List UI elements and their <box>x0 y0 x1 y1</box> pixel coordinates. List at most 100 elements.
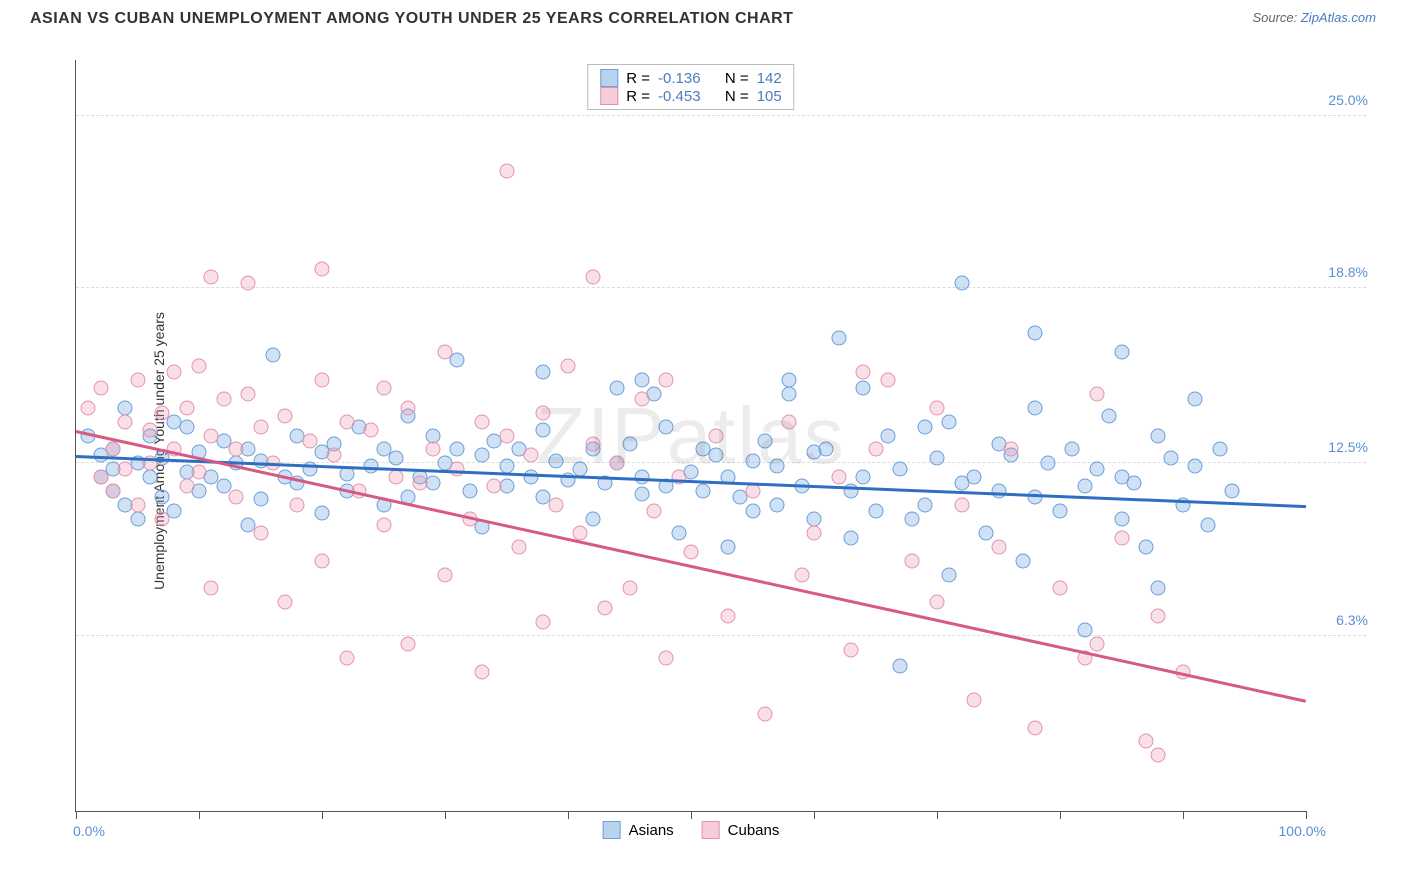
scatter-point-cubans <box>278 409 293 424</box>
scatter-point-cubans <box>524 447 539 462</box>
scatter-point-asians <box>819 442 834 457</box>
scatter-point-asians <box>942 567 957 582</box>
scatter-point-cubans <box>1114 531 1129 546</box>
scatter-point-asians <box>315 506 330 521</box>
source-prefix: Source: <box>1252 10 1300 25</box>
scatter-point-cubans <box>339 414 354 429</box>
x-tick <box>199 811 200 819</box>
scatter-point-cubans <box>585 269 600 284</box>
scatter-point-cubans <box>192 464 207 479</box>
scatter-point-cubans <box>204 428 219 443</box>
scatter-point-cubans <box>339 651 354 666</box>
scatter-point-cubans <box>290 498 305 513</box>
scatter-point-asians <box>979 525 994 540</box>
scatter-point-cubans <box>757 706 772 721</box>
scatter-point-asians <box>807 511 822 526</box>
scatter-point-asians <box>253 492 268 507</box>
scatter-point-asians <box>782 372 797 387</box>
scatter-point-asians <box>757 434 772 449</box>
scatter-point-cubans <box>179 478 194 493</box>
scatter-point-asians <box>893 461 908 476</box>
n-label: N = <box>725 70 749 87</box>
scatter-point-cubans <box>401 637 416 652</box>
r-value-asians: -0.136 <box>658 70 701 87</box>
legend-stats-row-cubans: R = -0.453 N = 105 <box>600 87 781 105</box>
scatter-point-asians <box>474 447 489 462</box>
scatter-point-asians <box>1139 539 1154 554</box>
scatter-point-cubans <box>880 372 895 387</box>
x-tick <box>322 811 323 819</box>
x-tick <box>814 811 815 819</box>
scatter-point-cubans <box>954 498 969 513</box>
n-value-cubans: 105 <box>757 88 782 105</box>
scatter-point-cubans <box>474 414 489 429</box>
scatter-point-cubans <box>118 461 133 476</box>
scatter-point-asians <box>1077 623 1092 638</box>
scatter-point-asians <box>118 400 133 415</box>
scatter-point-cubans <box>930 400 945 415</box>
scatter-point-cubans <box>315 261 330 276</box>
scatter-point-cubans <box>1028 720 1043 735</box>
scatter-point-asians <box>917 420 932 435</box>
scatter-point-cubans <box>548 498 563 513</box>
scatter-point-asians <box>720 539 735 554</box>
scatter-point-asians <box>1200 517 1215 532</box>
scatter-point-cubans <box>487 478 502 493</box>
scatter-point-asians <box>1188 392 1203 407</box>
scatter-point-cubans <box>868 442 883 457</box>
scatter-point-cubans <box>794 567 809 582</box>
x-tick <box>1183 811 1184 819</box>
scatter-point-asians <box>770 498 785 513</box>
scatter-point-asians <box>671 525 686 540</box>
scatter-point-cubans <box>253 420 268 435</box>
scatter-point-cubans <box>216 392 231 407</box>
scatter-point-cubans <box>315 372 330 387</box>
scatter-point-cubans <box>204 269 219 284</box>
source-link[interactable]: ZipAtlas.com <box>1301 10 1376 25</box>
scatter-point-cubans <box>376 517 391 532</box>
scatter-point-asians <box>745 453 760 468</box>
scatter-point-asians <box>954 275 969 290</box>
x-axis-min-label: 0.0% <box>73 823 105 839</box>
scatter-point-cubans <box>228 489 243 504</box>
scatter-point-cubans <box>105 484 120 499</box>
r-label: R = <box>626 88 650 105</box>
scatter-point-asians <box>856 381 871 396</box>
scatter-point-asians <box>573 461 588 476</box>
scatter-point-asians <box>622 436 637 451</box>
x-tick <box>937 811 938 819</box>
scatter-point-asians <box>1151 581 1166 596</box>
scatter-point-asians <box>856 470 871 485</box>
scatter-point-cubans <box>1053 581 1068 596</box>
scatter-point-cubans <box>413 475 428 490</box>
scatter-point-asians <box>1151 428 1166 443</box>
scatter-point-cubans <box>843 642 858 657</box>
scatter-point-asians <box>1053 503 1068 518</box>
x-tick <box>76 811 77 819</box>
scatter-point-cubans <box>1089 637 1104 652</box>
scatter-point-cubans <box>278 595 293 610</box>
scatter-point-cubans <box>179 400 194 415</box>
scatter-point-asians <box>1225 484 1240 499</box>
scatter-point-cubans <box>671 470 686 485</box>
scatter-point-asians <box>1163 450 1178 465</box>
scatter-point-cubans <box>573 525 588 540</box>
scatter-point-asians <box>339 467 354 482</box>
scatter-point-cubans <box>130 372 145 387</box>
scatter-point-cubans <box>241 275 256 290</box>
scatter-point-cubans <box>610 456 625 471</box>
scatter-point-asians <box>782 386 797 401</box>
scatter-point-asians <box>708 447 723 462</box>
scatter-point-cubans <box>659 372 674 387</box>
scatter-point-asians <box>462 484 477 499</box>
scatter-point-cubans <box>376 381 391 396</box>
scatter-point-asians <box>634 486 649 501</box>
scatter-point-cubans <box>499 164 514 179</box>
gridline-h <box>76 635 1366 636</box>
scatter-point-cubans <box>991 539 1006 554</box>
scatter-point-asians <box>536 364 551 379</box>
scatter-point-asians <box>585 511 600 526</box>
plot-area: ZIPatlas R = -0.136 N = 142 R = -0.453 N… <box>75 60 1306 812</box>
scatter-point-cubans <box>142 422 157 437</box>
scatter-point-cubans <box>155 511 170 526</box>
